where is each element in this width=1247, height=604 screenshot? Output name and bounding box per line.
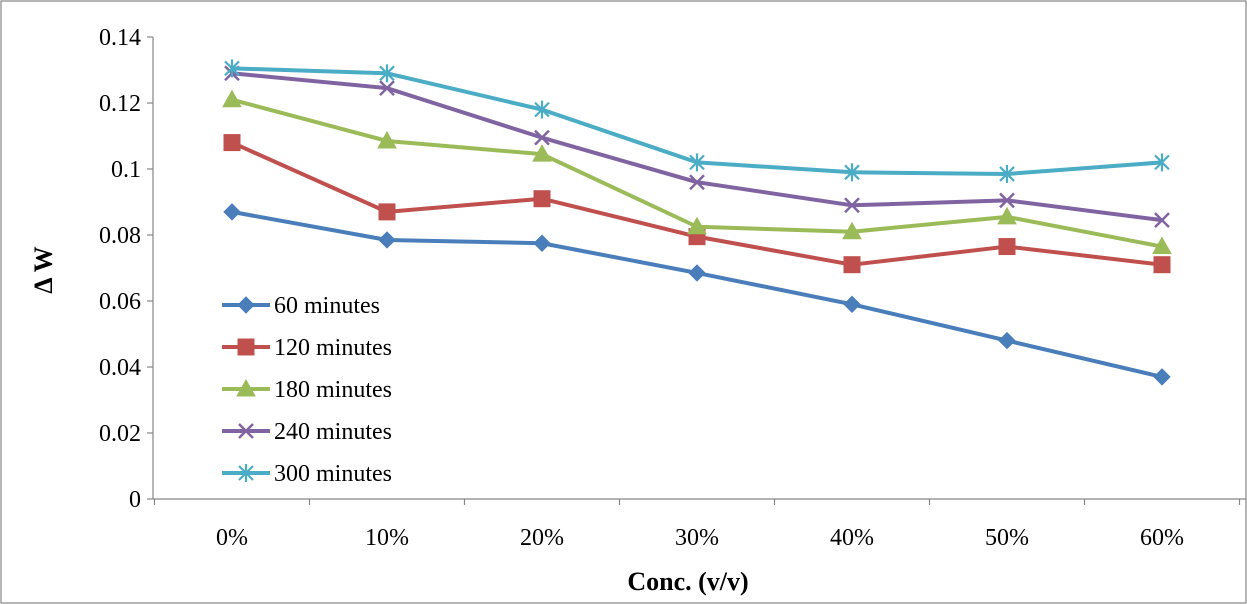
legend: 60 minutes 120 minutes 180 minutes 240 minu… bbox=[222, 293, 392, 487]
legend-label: 120 minutes bbox=[274, 335, 392, 361]
x-tick-label: 60% bbox=[1140, 525, 1184, 551]
x-tick-label: 40% bbox=[830, 525, 874, 551]
data-point-star bbox=[844, 163, 860, 182]
y-axis-title: Δ W bbox=[29, 246, 58, 293]
x-tick-label: 0% bbox=[216, 525, 248, 551]
legend-entry: 60 minutes bbox=[222, 293, 380, 319]
series-1 bbox=[223, 203, 1171, 386]
legend-entry: 240 minutes bbox=[222, 419, 392, 445]
data-point-x bbox=[534, 129, 550, 146]
legend-label: 300 minutes bbox=[274, 461, 392, 487]
series-5 bbox=[224, 59, 1170, 183]
data-point-star bbox=[1154, 153, 1170, 172]
data-point-triangle bbox=[222, 89, 242, 108]
data-point-square bbox=[237, 338, 255, 356]
data-point-diamond bbox=[688, 264, 706, 282]
data-point-star bbox=[689, 153, 705, 172]
y-tick-label: 0 bbox=[129, 487, 141, 513]
data-point-diamond bbox=[998, 331, 1016, 350]
data-point-diamond bbox=[237, 296, 255, 314]
data-point-triangle bbox=[532, 144, 552, 162]
data-point-square bbox=[1153, 256, 1171, 274]
legend-label: 240 minutes bbox=[274, 419, 392, 445]
data-point-square bbox=[223, 134, 241, 152]
data-point-square bbox=[378, 203, 396, 221]
data-point-diamond bbox=[843, 295, 861, 314]
legend-entry: 180 minutes bbox=[222, 377, 392, 403]
data-point-x bbox=[844, 197, 860, 214]
data-point-square bbox=[998, 238, 1016, 256]
data-point-x bbox=[238, 423, 254, 439]
data-point-triangle bbox=[1152, 236, 1172, 255]
axes: 0 0.02 0.04 0.06 0.08 0.1 0.12 0.14 0% 10% 20% 30% 4… bbox=[99, 25, 1246, 551]
y-tick-label: 0.14 bbox=[99, 25, 141, 51]
data-point-star bbox=[999, 164, 1015, 183]
data-point-triangle bbox=[997, 206, 1017, 225]
data-point-star bbox=[238, 464, 254, 482]
y-tick-label: 0.08 bbox=[99, 223, 141, 249]
data-point-x bbox=[379, 80, 395, 97]
data-point-triangle bbox=[842, 221, 862, 240]
data-point-star bbox=[224, 59, 240, 78]
y-tick-label: 0.1 bbox=[111, 157, 141, 183]
legend-label: 60 minutes bbox=[274, 293, 380, 319]
data-point-triangle bbox=[687, 216, 707, 235]
series-3 bbox=[222, 89, 1172, 255]
legend-entry: 300 minutes bbox=[222, 461, 392, 487]
series-group bbox=[222, 59, 1172, 386]
data-point-diamond bbox=[533, 234, 551, 252]
x-tick-label: 10% bbox=[365, 525, 409, 551]
data-point-diamond bbox=[1153, 368, 1171, 386]
y-tick-label: 0.12 bbox=[99, 91, 141, 117]
x-tick-label: 50% bbox=[985, 525, 1029, 551]
x-axis-title: Conc. (v/v) bbox=[627, 567, 748, 596]
data-point-star bbox=[379, 64, 395, 83]
y-tick-label: 0.04 bbox=[99, 355, 141, 381]
data-point-x bbox=[999, 192, 1015, 209]
series-4 bbox=[224, 65, 1170, 229]
y-tick-label: 0.02 bbox=[99, 421, 141, 447]
data-point-triangle bbox=[377, 130, 397, 149]
data-point-star bbox=[534, 100, 550, 119]
data-point-diamond bbox=[223, 203, 241, 221]
data-point-x bbox=[689, 174, 705, 191]
x-tick-label: 30% bbox=[675, 525, 719, 551]
y-tick-label: 0.06 bbox=[99, 289, 141, 315]
data-point-x bbox=[1154, 212, 1170, 229]
x-tick-label: 20% bbox=[520, 525, 564, 551]
data-point-diamond bbox=[378, 231, 396, 249]
legend-label: 180 minutes bbox=[274, 377, 392, 403]
data-point-square bbox=[533, 190, 551, 208]
data-point-triangle bbox=[236, 378, 256, 397]
legend-entry: 120 minutes bbox=[222, 335, 392, 361]
data-point-square bbox=[843, 256, 861, 274]
